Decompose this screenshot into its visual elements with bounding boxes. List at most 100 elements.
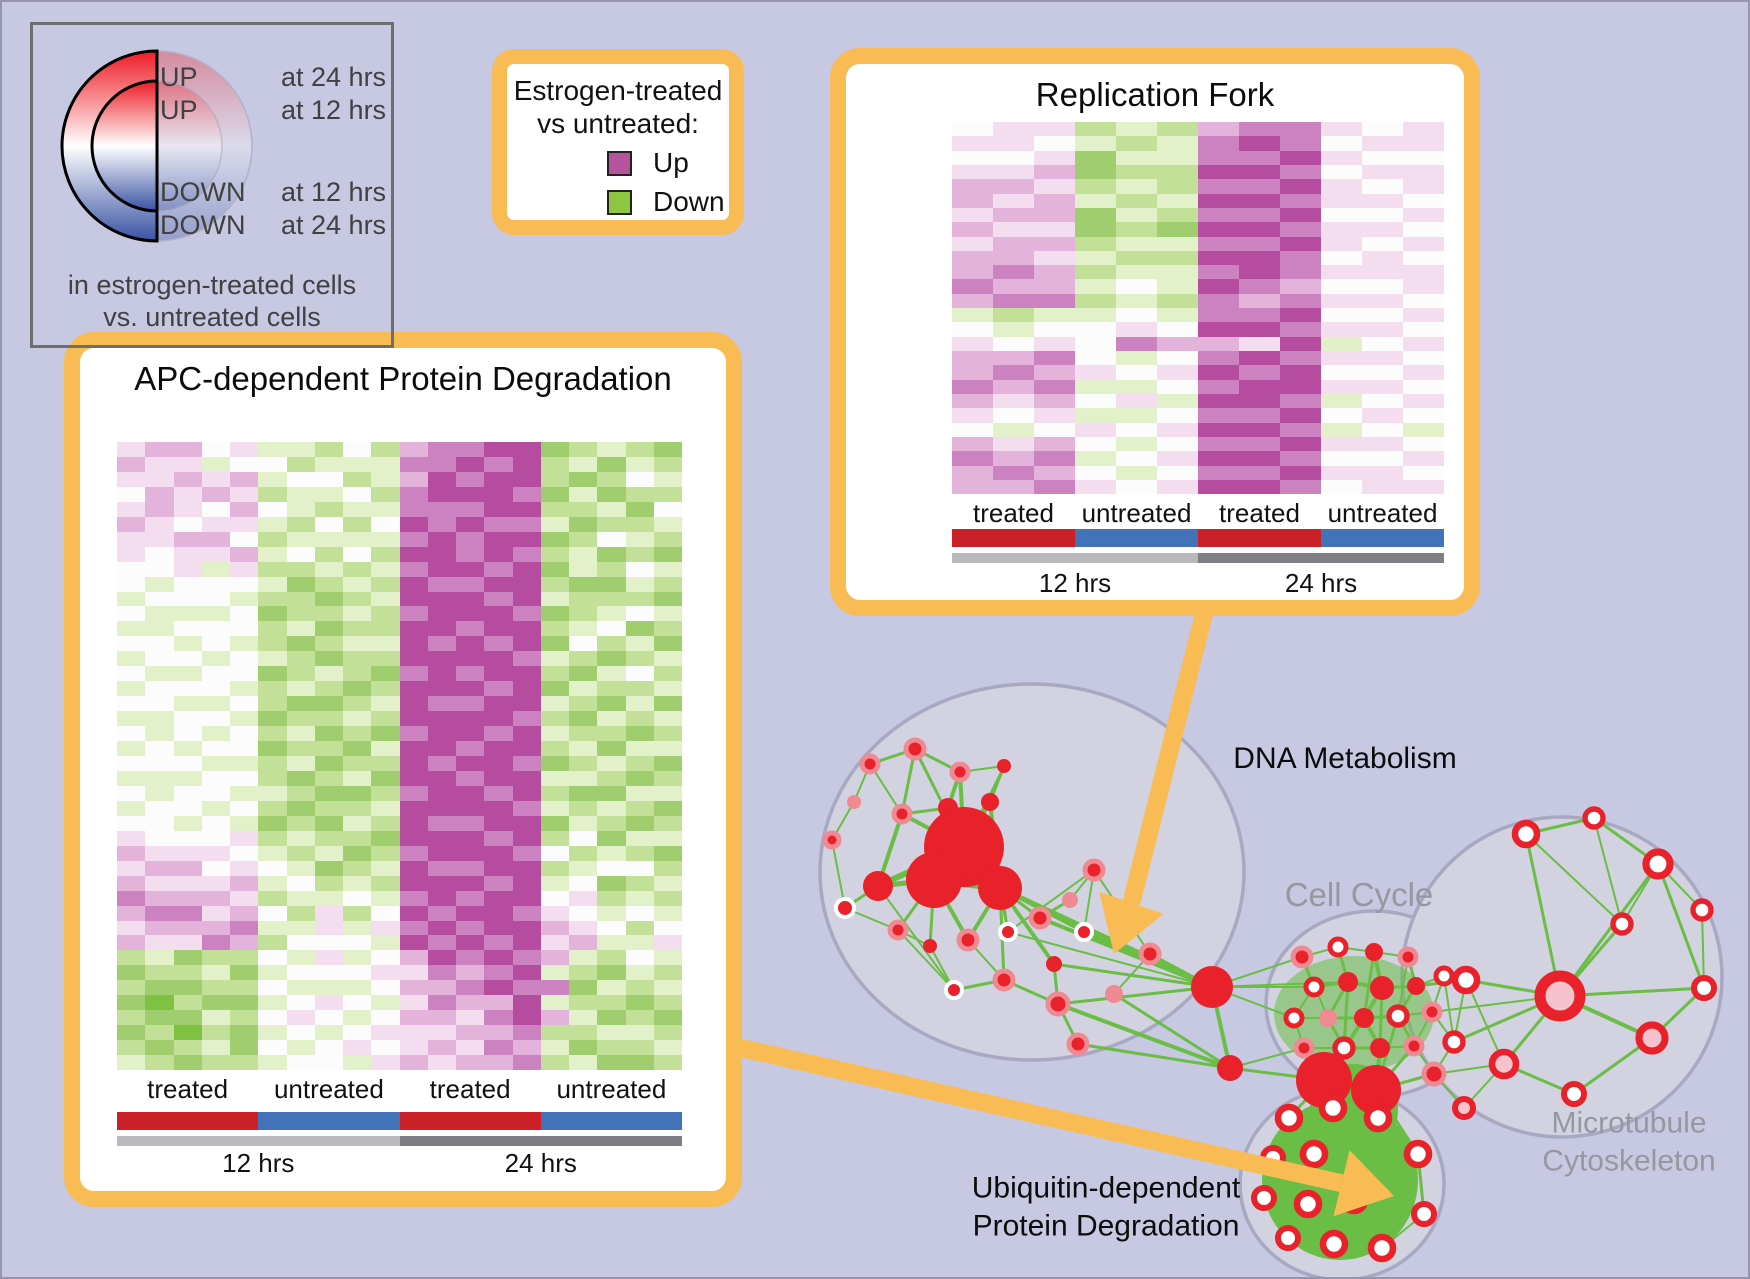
apc-group-label: treated: [147, 1074, 229, 1104]
heatmap-row: [952, 207, 1444, 223]
heatmap-row: [952, 222, 1444, 237]
network-edge: [831, 839, 846, 909]
heatmap-row: [117, 651, 682, 667]
network-edge: [1007, 869, 1095, 933]
rf-group-label: treated: [973, 498, 1054, 528]
gene-node-white-ring-red: [834, 897, 856, 919]
network-label-cell-cycle: Cell Cycle: [1284, 875, 1434, 913]
gene-node-solid: [1370, 1038, 1390, 1058]
heatmap-row: [117, 935, 682, 951]
updown-row-time: at 12 hrs: [281, 177, 387, 207]
gene-node-solid: [1296, 1052, 1352, 1108]
gene-node-white-ring-red: [1074, 922, 1094, 942]
up-label: Up: [653, 147, 689, 178]
gene-node-red-ring-white: [1442, 1030, 1466, 1054]
gene-node-red-ring-white: [1319, 1229, 1349, 1259]
heatmap-row: [117, 920, 682, 936]
network-label-microtubule: Microtubule Cytoskeleton: [1542, 1106, 1716, 1178]
gene-node-red-ring-white: [1318, 1093, 1348, 1123]
network-edge: [1077, 1042, 1231, 1070]
gene-node-pink-ring-red: [1028, 906, 1052, 930]
heatmap-row: [117, 666, 682, 682]
gene-node-red-ring-white: [1403, 1139, 1433, 1169]
gene-node-red-ring-white: [1363, 1103, 1393, 1133]
gene-node-solid: [906, 852, 962, 908]
network-edge: [1113, 992, 1231, 1070]
arrow-head-apc-to-ubiquitin-cluster: [1333, 1150, 1394, 1217]
heatmap-row: [117, 741, 682, 757]
heatmap-row: [117, 442, 682, 457]
heatmap-row: [117, 1040, 682, 1056]
heatmap-row: [117, 456, 682, 472]
heatmap-row: [117, 815, 682, 831]
gene-node-pink-ring-red: [1421, 1001, 1443, 1023]
apc-group-label: treated: [429, 1074, 511, 1104]
updown-row-time: at 12 hrs: [281, 95, 387, 125]
heatmap-row: [952, 136, 1444, 151]
gene-node-pink-ring-red: [1290, 945, 1314, 969]
heatmap-row: [952, 265, 1444, 280]
heatmap-row: [117, 995, 682, 1011]
gene-node-solid: [997, 759, 1011, 773]
estrogen-legend-title-line1: Estrogen-treated: [513, 75, 723, 106]
down-color-swatch: [607, 189, 632, 215]
gene-node-red-ring-white: [1451, 965, 1481, 995]
gene-node-red-ring-white: [1327, 936, 1349, 958]
apc-condition-bar: [258, 1112, 400, 1130]
gene-node-solid: [978, 866, 1022, 910]
network-edge: [1465, 979, 1505, 1065]
rf-time-label: 24 hrs: [1284, 568, 1358, 598]
updown-row-dir: DOWN: [160, 177, 246, 207]
heatmap-row: [117, 785, 682, 801]
heatmap-row: [117, 471, 682, 487]
heatmap-row: [952, 179, 1444, 194]
heatmap-row: [952, 150, 1444, 165]
heatmap-row: [952, 122, 1444, 137]
legend-item-down: Down: [607, 186, 729, 218]
apc-time-label: 24 hrs: [504, 1148, 577, 1178]
gene-node-solid: [1338, 972, 1358, 992]
gene-node-pink: [847, 795, 861, 809]
apc-group-label: untreated: [556, 1074, 667, 1104]
gene-node-red-ring-white: [1582, 806, 1606, 830]
heatmap-row: [952, 465, 1444, 480]
updown-footer-line2: vs. untreated cells: [103, 302, 321, 332]
gene-node-solid: [1191, 966, 1233, 1008]
rf-condition-bar: [1321, 529, 1444, 547]
network-edge: [1007, 931, 1213, 988]
heatmap-row: [117, 531, 682, 547]
estrogen-legend-title-line2: vs untreated:: [537, 108, 699, 139]
heatmap-row: [117, 830, 682, 846]
heatmap-row: [117, 770, 682, 786]
network-edge: [897, 929, 955, 991]
heatmap-row: [117, 845, 682, 861]
apc-panel-title: APC-dependent Protein Degradation: [134, 360, 672, 397]
gene-node-pink: [1105, 985, 1123, 1003]
apc-time-bar: [399, 1136, 682, 1146]
gene-node-pink-ring-red: [1421, 1061, 1447, 1087]
network-edge: [1525, 833, 1623, 925]
gene-node-pink-ring-red: [1138, 942, 1162, 966]
gene-node-red-ring-pink: [1488, 1048, 1520, 1080]
gene-node-red-ring-white: [1303, 976, 1325, 998]
gene-node-red-ring-white: [1690, 898, 1714, 922]
gene-node-red-ring-white: [1411, 1201, 1437, 1227]
inner-circle-left-half: [90, 79, 159, 213]
gene-node-solid: [923, 939, 937, 953]
apc-group-label: untreated: [273, 1074, 384, 1104]
up-color-swatch: [607, 150, 632, 176]
heatmap-row: [952, 451, 1444, 466]
heatmap-row: [952, 308, 1444, 323]
updown-circle-diagram: [60, 49, 253, 243]
gene-node-red-ring-white: [1332, 1036, 1356, 1060]
gene-node-pink-ring-red: [992, 968, 1016, 992]
gene-node-red-ring-pink: [1452, 1096, 1476, 1120]
gene-node-red-ring-white: [1642, 848, 1674, 880]
rf-condition-bar: [1198, 529, 1321, 547]
rf-time-bar: [952, 553, 1198, 563]
updown-row-dir: UP: [160, 62, 198, 92]
apc-heatmap-grid: [117, 442, 682, 1071]
gene-node-pink-ring-red: [891, 803, 913, 825]
gene-node-solid: [1351, 1065, 1401, 1115]
network-label-dna-metabolism: DNA Metabolism: [1233, 741, 1457, 775]
